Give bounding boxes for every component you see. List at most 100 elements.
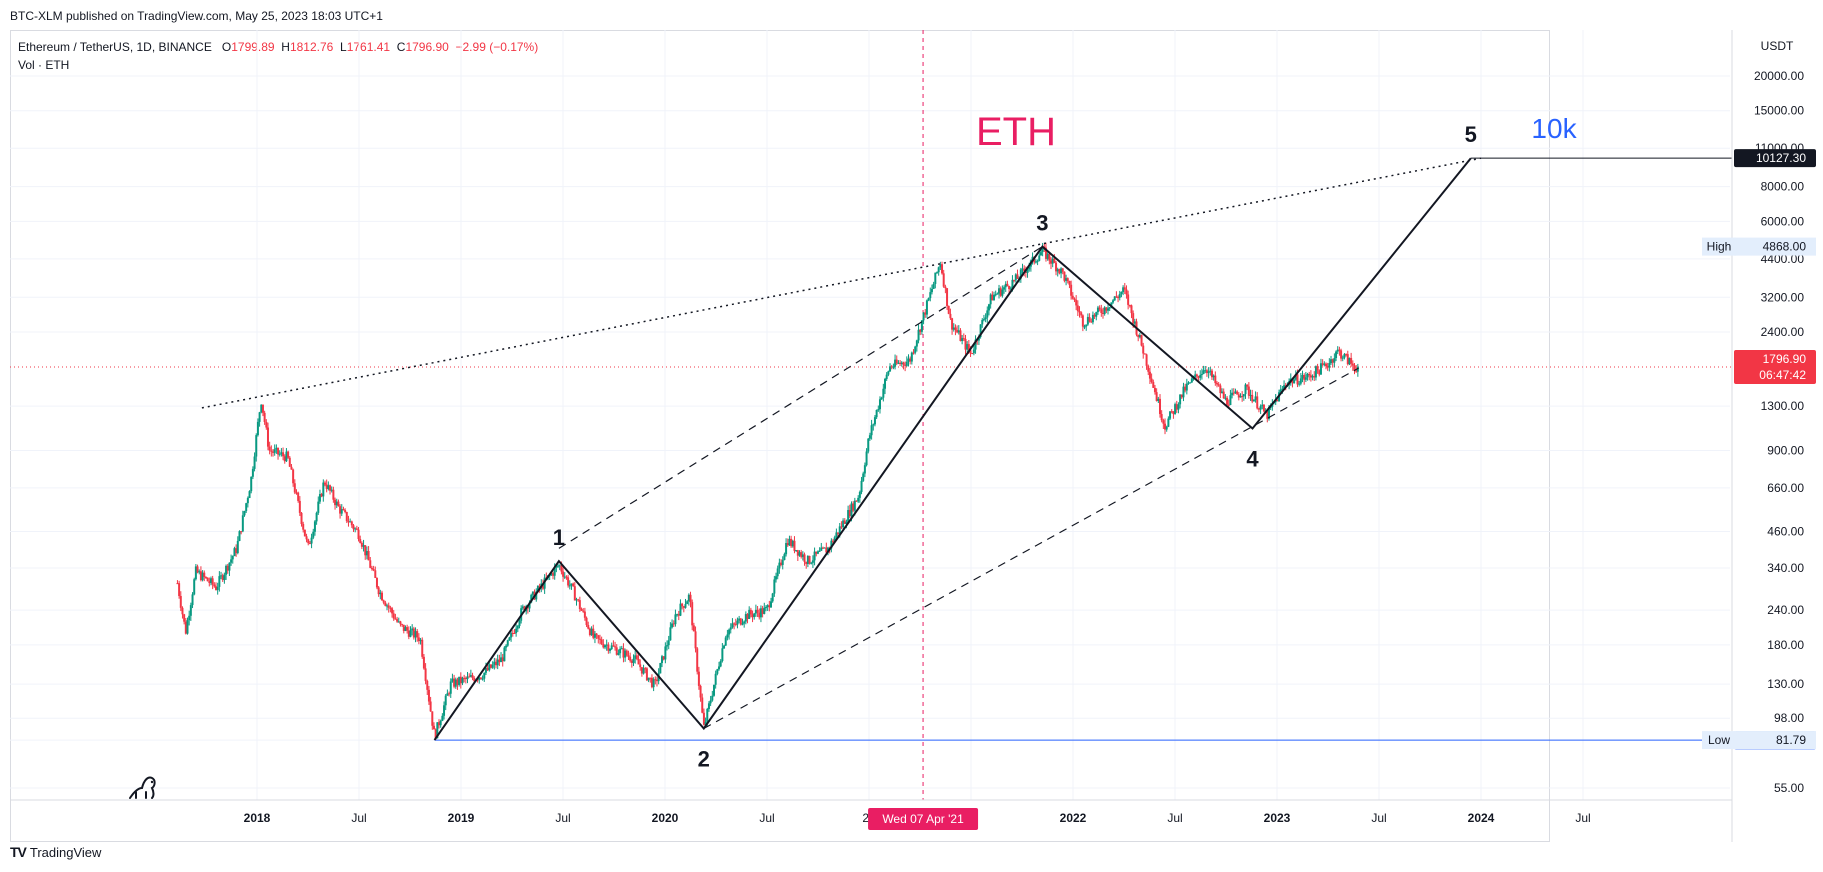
candle-body — [1172, 411, 1175, 415]
candle-body — [622, 648, 625, 658]
candle-body — [1100, 309, 1103, 314]
candle-body — [642, 668, 645, 674]
candle-body — [655, 679, 658, 682]
candle-body — [644, 668, 647, 670]
candle-body — [344, 510, 347, 512]
candle-body — [345, 511, 348, 522]
candle-body — [1110, 302, 1113, 308]
candle-body — [407, 630, 410, 637]
candle-body — [409, 630, 412, 637]
candle-body — [375, 577, 378, 588]
candle-body — [411, 628, 414, 631]
candle-body — [557, 565, 560, 567]
candle-body — [184, 621, 187, 634]
candle-body — [850, 503, 853, 517]
candle-body — [233, 548, 236, 557]
candle-body — [208, 581, 211, 583]
candle-body — [1331, 359, 1334, 363]
candle-body — [466, 676, 469, 680]
wave-label-1: 1 — [553, 525, 565, 550]
candle-body — [994, 294, 997, 296]
candle-body — [711, 695, 714, 701]
candle-body — [360, 542, 363, 547]
candle-body — [297, 492, 300, 501]
candle-body — [302, 523, 305, 530]
candle-body — [768, 605, 771, 608]
candle-body — [625, 650, 628, 656]
candle-body — [662, 656, 665, 660]
candle-body — [329, 485, 332, 491]
candle-body — [739, 618, 742, 625]
candle-body — [459, 676, 462, 684]
candle-body — [1180, 394, 1183, 398]
time-tick-label: 2023 — [1264, 811, 1291, 825]
candle-body — [352, 525, 355, 530]
candle-body — [1266, 410, 1269, 419]
candle-body — [1039, 252, 1042, 256]
volume-legend[interactable]: Vol · ETH — [18, 58, 70, 72]
candle-body — [1244, 384, 1247, 395]
candle-body — [681, 603, 684, 607]
candle-body — [1261, 404, 1264, 407]
tradingview-logo[interactable]: TV TradingView — [10, 844, 101, 860]
candle-body — [1239, 396, 1242, 398]
candle-body — [969, 350, 972, 354]
candle-body — [198, 571, 201, 573]
candle-body — [495, 661, 498, 666]
candle-body — [704, 721, 707, 725]
candle-body — [795, 550, 798, 552]
price-tick-label: 130.00 — [1767, 677, 1804, 691]
candle-body — [479, 677, 482, 679]
candle-body — [1093, 314, 1096, 317]
candle-body — [630, 660, 633, 663]
candle-body — [588, 628, 591, 635]
candle-body — [1348, 357, 1351, 365]
candle-body — [971, 353, 974, 355]
candle-body — [676, 614, 679, 616]
candle-body — [567, 577, 570, 586]
candle-body — [1231, 392, 1234, 396]
candle-body — [650, 677, 653, 688]
candle-body — [290, 466, 293, 470]
candle-body — [664, 646, 667, 660]
price-tick-label: 900.00 — [1767, 443, 1804, 457]
candle-body — [684, 604, 687, 608]
candle-body — [493, 661, 496, 665]
candle-body — [453, 678, 456, 687]
candle-body — [966, 344, 969, 350]
candle-body — [1328, 363, 1331, 368]
candle-body — [723, 645, 726, 649]
candle-body — [394, 618, 397, 620]
candle-body — [1004, 283, 1007, 288]
candle-body — [1147, 365, 1150, 372]
candle-body — [867, 438, 870, 452]
candle-body — [508, 637, 511, 641]
candle-body — [1031, 256, 1034, 261]
candle-body — [354, 528, 357, 530]
candle-body — [1313, 376, 1316, 378]
candle-body — [568, 585, 571, 587]
candle-body — [332, 489, 335, 500]
candle-body — [942, 273, 945, 287]
candle-body — [1061, 268, 1064, 272]
candle-body — [756, 609, 759, 613]
candle-body — [362, 545, 365, 547]
candle-body — [337, 501, 340, 507]
candle-body — [432, 725, 435, 730]
candle-body — [981, 319, 984, 325]
candle-body — [374, 570, 377, 578]
symbol-label[interactable]: Ethereum / TetherUS, 1D, BINANCE — [18, 40, 212, 54]
candle-body — [842, 520, 845, 528]
candle-body — [758, 612, 761, 618]
candle-body — [863, 465, 866, 474]
candle-body — [744, 614, 747, 622]
brand-name: TradingView — [29, 844, 102, 860]
price-tick-label: 6000.00 — [1761, 214, 1805, 228]
candle-body — [1216, 383, 1219, 385]
candle-body — [1237, 394, 1240, 398]
candle-body — [1333, 358, 1336, 363]
candle-body — [914, 346, 917, 353]
candle-body — [1195, 374, 1198, 377]
candle-body — [1204, 370, 1207, 372]
